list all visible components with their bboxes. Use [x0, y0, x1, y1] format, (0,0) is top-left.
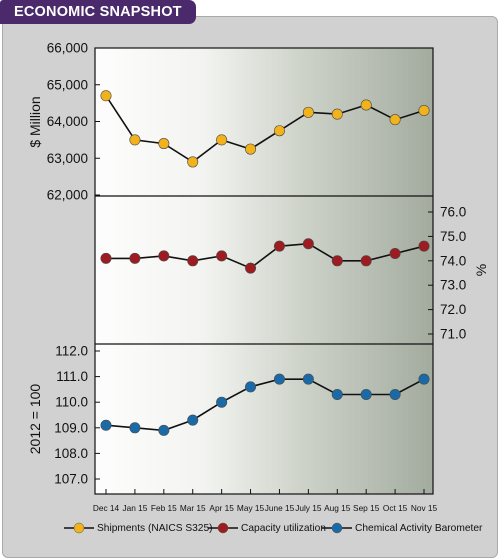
x-tick-label-4: Apr 15	[209, 503, 234, 513]
data-point-1-3	[187, 156, 199, 168]
data-point-2-7	[302, 238, 314, 250]
data-point-2-5	[245, 262, 257, 274]
y-tick-label-2-0: 71.0	[440, 327, 466, 342]
y-tick-label-3-1: 108.0	[54, 446, 88, 461]
data-point-2-8	[331, 255, 343, 267]
legend-marker-barometer	[322, 522, 352, 534]
data-point-3-4	[216, 396, 228, 408]
data-point-3-9	[360, 389, 372, 401]
y-tick-label-2-3: 74.0	[440, 253, 466, 268]
data-point-2-0	[100, 252, 112, 264]
legend-label-barometer: Chemical Activity Barometer	[355, 522, 483, 534]
data-point-1-7	[302, 106, 314, 118]
x-tick-label-3: Mar 15	[180, 503, 206, 513]
data-point-3-10	[389, 389, 401, 401]
x-tick-label-5: May 15	[237, 503, 265, 513]
data-point-1-2	[158, 138, 170, 150]
data-point-1-6	[273, 125, 285, 137]
data-point-3-8	[331, 389, 343, 401]
y-tick-label-3-0: 107.0	[54, 472, 88, 487]
y-tick-label-2-2: 73.0	[440, 278, 466, 293]
y-axis-title-2: %	[473, 264, 489, 276]
legend-label-shipments: Shipments (NAICS S325)	[97, 522, 213, 534]
y-tick-label-2-5: 76.0	[440, 205, 466, 220]
y-tick-label-3-5: 112.0	[55, 344, 88, 359]
plot-area-background	[95, 48, 433, 494]
data-point-1-4	[216, 134, 228, 146]
data-point-1-5	[245, 143, 257, 155]
legend-item-shipments: Shipments (NAICS S325)	[64, 518, 213, 538]
data-point-1-8	[331, 108, 343, 120]
data-point-1-10	[389, 114, 401, 126]
legend-item-barometer: Chemical Activity Barometer	[322, 518, 482, 538]
data-point-2-9	[360, 255, 372, 267]
x-tick-label-11: Nov 15	[411, 503, 438, 513]
data-point-2-4	[216, 250, 228, 262]
data-point-3-6	[273, 373, 285, 385]
x-tick-label-2: Feb 15	[151, 503, 177, 513]
data-point-2-10	[389, 247, 401, 259]
data-point-2-2	[158, 250, 170, 262]
data-point-2-1	[129, 252, 141, 264]
data-point-2-6	[273, 240, 285, 252]
data-point-1-9	[360, 99, 372, 111]
y-tick-label-2-1: 72.0	[440, 302, 466, 317]
y-axis-title-1: $ Million	[27, 96, 43, 147]
data-point-3-3	[187, 414, 199, 426]
y-tick-label-1-1: 63,000	[47, 151, 88, 166]
legend-item-capacity: Capacity utilization	[208, 518, 326, 538]
x-tick-label-8: Aug 15	[324, 503, 351, 513]
data-point-3-11	[418, 373, 430, 385]
x-tick-label-10: Oct 15	[383, 503, 408, 513]
y-tick-label-3-3: 110.0	[55, 395, 88, 410]
data-point-3-0	[100, 419, 112, 431]
legend-marker-shipments	[64, 522, 94, 534]
y-tick-label-3-2: 109.0	[54, 420, 88, 435]
data-point-3-1	[129, 422, 141, 434]
y-tick-label-1-0: 62,000	[47, 188, 88, 203]
data-point-2-11	[418, 240, 430, 252]
data-point-3-7	[302, 373, 314, 385]
data-point-3-5	[245, 381, 257, 393]
data-point-1-11	[418, 104, 430, 116]
y-axis-title-3: 2012 = 100	[27, 384, 43, 455]
data-point-2-3	[187, 255, 199, 267]
data-point-3-2	[158, 424, 170, 436]
data-point-1-0	[100, 90, 112, 102]
x-tick-label-1: Jan 15	[122, 503, 147, 513]
plot-border	[94, 47, 434, 495]
legend-marker-capacity	[208, 522, 238, 534]
chart-title: ECONOMIC SNAPSHOT	[0, 0, 196, 24]
x-tick-label-9: Sep 15	[353, 503, 380, 513]
y-tick-label-1-3: 65,000	[47, 77, 88, 92]
y-tick-label-2-4: 75.0	[440, 229, 466, 244]
y-tick-label-1-2: 64,000	[47, 114, 88, 129]
data-point-1-1	[129, 134, 141, 146]
legend: Shipments (NAICS S325) Capacity utilizat…	[60, 518, 482, 538]
x-tick-label-0: Dec 14	[93, 503, 120, 513]
x-tick-label-6: June 15	[265, 503, 295, 513]
y-tick-label-3-4: 111.0	[56, 369, 88, 384]
x-tick-label-7: July 15	[295, 503, 322, 513]
y-tick-label-1-4: 66,000	[47, 41, 88, 56]
legend-label-capacity: Capacity utilization	[241, 522, 326, 534]
